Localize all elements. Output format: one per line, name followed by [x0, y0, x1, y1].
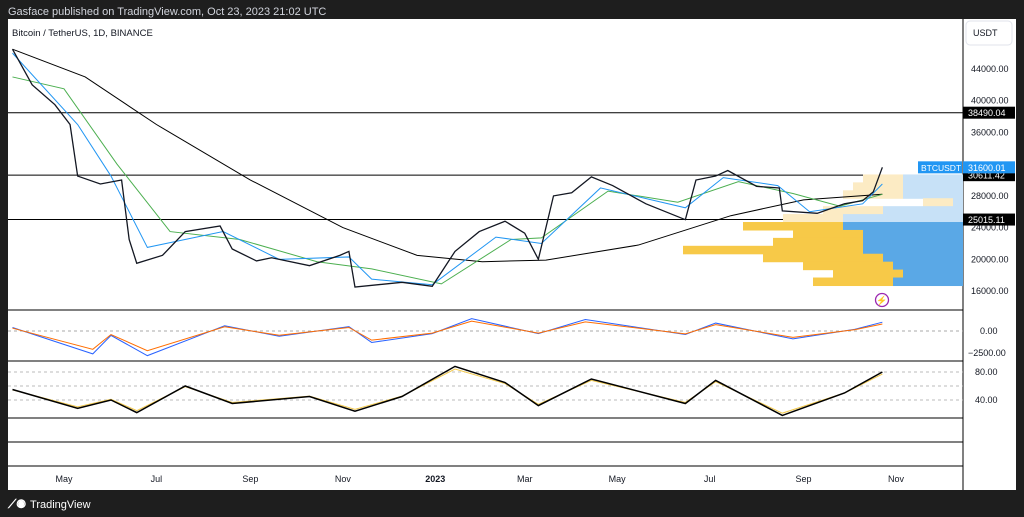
currency-button [965, 20, 1013, 46]
current-price-label: 31600.01 [968, 163, 1006, 173]
time-tick-label: Mar [517, 474, 533, 484]
time-tick-label: Nov [335, 474, 352, 484]
volume-profile-up-bar [863, 229, 963, 239]
volume-profile-down-bar [773, 237, 863, 247]
chart-canvas[interactable]: USDT 44000.00 40000.00 36000.00 28000.00 2400… [8, 19, 1016, 490]
price-level-label: 38490.04 [968, 108, 1006, 118]
volume-profile-up-bar [893, 277, 963, 287]
volume-profile-up-bar [843, 222, 963, 231]
volume-profile-up-bar [903, 174, 963, 183]
volume-profile-down-bar [683, 245, 863, 255]
rsi-axis-label: 80.00 [975, 367, 998, 377]
price-tick-label: 36000.00 [971, 127, 1009, 137]
time-tick-label: 2023 [425, 474, 445, 484]
currency-label: USDT [973, 28, 998, 38]
macd-line [12, 318, 883, 357]
price-tick-label: 24000.00 [971, 223, 1009, 233]
symbol-badge [918, 161, 962, 174]
price-level-label: 25015.11 [968, 215, 1005, 225]
volume-profile-up-bar [903, 269, 963, 279]
volume-profile-up-bar [843, 214, 963, 223]
price-tick-label: 28000.00 [971, 191, 1009, 201]
rsi-ma-line [12, 368, 883, 414]
volume-profile-up-bar [893, 261, 963, 271]
volume-profile-down-bar [823, 206, 883, 215]
time-tick-label: Nov [888, 474, 905, 484]
time-tick-label: Sep [242, 474, 258, 484]
time-tick-label: Sep [796, 474, 812, 484]
volume-profile-down-bar [813, 277, 893, 287]
price-tick-label: 20000.00 [971, 254, 1009, 264]
price-level-label: 30611.42 [968, 171, 1005, 181]
price-line [11, 48, 883, 288]
symbol-title[interactable]: Bitcoin / TetherUS, 1D, BINANCE [12, 28, 153, 39]
price-level-badge [963, 106, 1015, 119]
volume-profile-down-bar [923, 198, 953, 207]
volume-profile-down-bar [853, 182, 903, 191]
volume-profile-down-bar [783, 214, 843, 223]
volume-profile-up-bar [863, 237, 963, 247]
volume-profile-up-bar [863, 245, 963, 255]
volume-profile-up-bar [883, 206, 963, 215]
price-tick-label: 16000.00 [971, 286, 1009, 296]
price-level-badge [963, 213, 1015, 226]
brand-name: TradingView [30, 498, 91, 511]
tradingview-logo-icon: ⟋◉ [8, 497, 27, 511]
volume-profile-down-bar [793, 229, 863, 239]
published-info: Gasface published on TradingView.com, Oc… [8, 6, 327, 18]
event-icon [874, 292, 890, 308]
tradingview-logo[interactable]: ⟋◉ TradingView [8, 497, 91, 512]
price-tick-label: 40000.00 [971, 96, 1009, 106]
current-price-badge [963, 161, 1015, 174]
volume-profile-up-bar [883, 253, 963, 263]
volume-profile-up-bar [903, 182, 963, 191]
volume-profile-down-bar [833, 269, 903, 279]
symbol-badge-label: BTCUSDT [921, 163, 961, 173]
macd-axis-label: 0.00 [980, 326, 998, 336]
volume-profile-down-bar [863, 174, 903, 183]
price-tick-label: 44000.00 [971, 64, 1009, 74]
time-tick-label: Jul [151, 474, 163, 484]
macd-signal-line [12, 320, 883, 352]
time-tick-label: May [55, 474, 73, 484]
time-tick-label: May [609, 474, 627, 484]
rsi-line [12, 365, 883, 417]
volume-profile-down-bar [763, 253, 883, 263]
volume-profile-up-bar [953, 198, 963, 207]
ema-fast-line [12, 52, 883, 286]
volume-profile-up-bar [903, 190, 963, 199]
macd-axis-label: −2500.00 [968, 348, 1006, 358]
time-tick-label: Jul [704, 474, 716, 484]
volume-profile-down-bar [743, 222, 843, 231]
lightning-icon: ⚡ [876, 295, 887, 307]
rsi-axis-label: 40.00 [975, 395, 998, 405]
volume-profile-down-bar [803, 261, 893, 271]
